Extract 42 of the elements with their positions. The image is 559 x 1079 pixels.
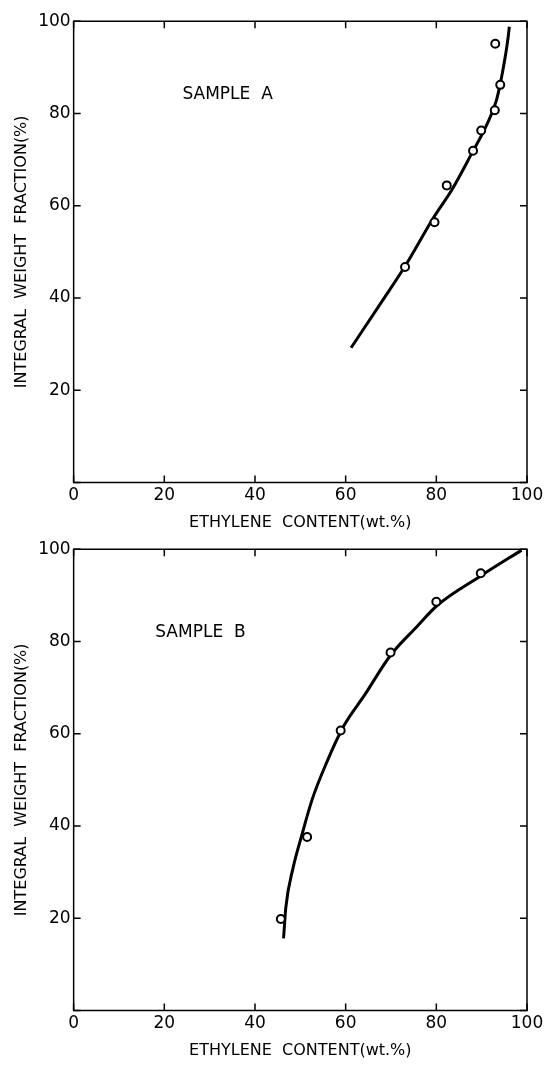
y-tick-label: 40 (49, 286, 71, 307)
point (468, 145, 479, 156)
y-axis-title: INTEGRAL WEIGHT FRACTION(%) (10, 643, 30, 917)
point (302, 831, 313, 842)
x-tick-label: 0 (68, 1012, 80, 1033)
y-tick-label: 80 (49, 629, 71, 650)
point (489, 105, 500, 116)
y-tick-label: 100 (38, 9, 71, 30)
x-tick-label: 100 (510, 1012, 544, 1033)
point (431, 596, 442, 607)
point (441, 180, 452, 191)
point (490, 38, 501, 49)
x-tick-label: 60 (334, 484, 357, 505)
x-tick-label: 40 (244, 1012, 266, 1033)
x-tick-label: 20 (153, 1012, 176, 1033)
x-tick-label: 0 (68, 484, 80, 505)
x-tick-label: 80 (425, 1012, 448, 1033)
point (429, 217, 440, 228)
y-tick-label: 100 (38, 537, 71, 558)
y-tick-label: 60 (49, 194, 71, 215)
point (495, 79, 506, 90)
x-tick-label: 20 (153, 484, 176, 505)
y-axis-title: INTEGRAL WEIGHT FRACTION(%) (10, 115, 30, 389)
y-tick-label: 60 (49, 722, 71, 743)
x-tick-label: 100 (510, 484, 544, 505)
x-tick-label: 80 (425, 484, 448, 505)
annotation: SAMPLE A (182, 83, 274, 104)
y-tick-label: 40 (49, 814, 71, 835)
x-tick-label: 40 (244, 484, 266, 505)
point (400, 262, 411, 273)
line-series (349, 25, 511, 350)
x-tick-label: 60 (334, 1012, 357, 1033)
point (476, 125, 487, 136)
point (335, 725, 346, 736)
annotation: SAMPLE B (155, 620, 246, 641)
y-tick-label: 80 (49, 101, 71, 122)
y-tick-label: 20 (49, 378, 71, 399)
point (475, 568, 486, 579)
point (385, 647, 396, 658)
y-tick-label: 20 (49, 906, 71, 927)
x-axis-title: ETHYLENE CONTENT(wt.%) (189, 511, 412, 531)
x-axis-title: ETHYLENE CONTENT(wt.%) (189, 1039, 412, 1059)
